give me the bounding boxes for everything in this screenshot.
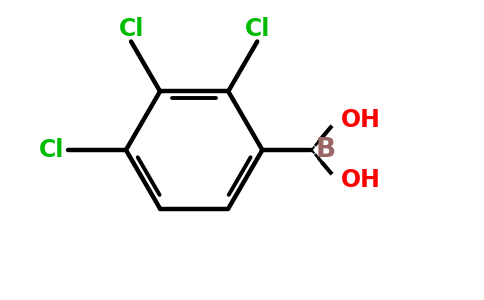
Text: OH: OH	[341, 107, 380, 131]
Text: Cl: Cl	[119, 16, 144, 40]
Text: Cl: Cl	[39, 138, 64, 162]
Text: Cl: Cl	[244, 16, 270, 40]
Text: OH: OH	[341, 169, 380, 193]
Text: B: B	[316, 137, 335, 163]
